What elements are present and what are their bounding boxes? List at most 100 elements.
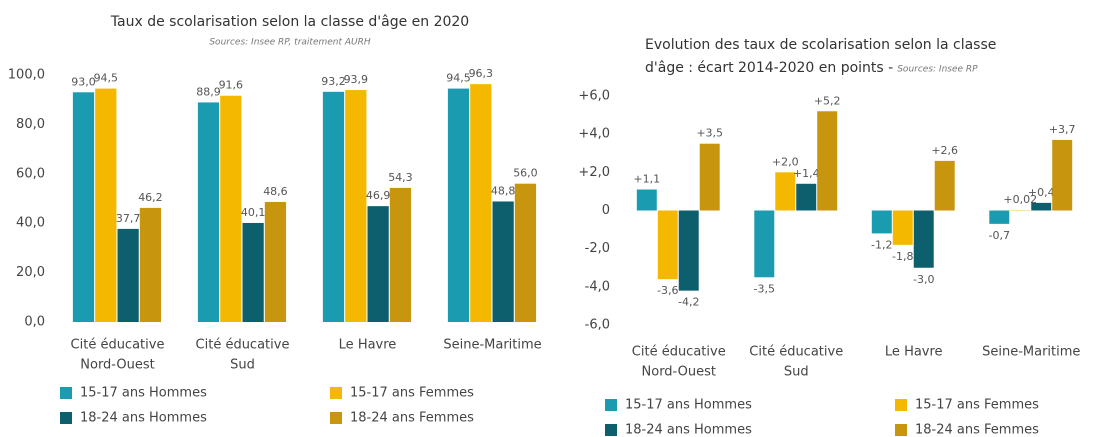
bar <box>470 84 492 322</box>
y-tick-label: 0,0 <box>24 315 45 330</box>
data-label: 37,7 <box>116 212 141 225</box>
legend-label: 18-24 ans Femmes <box>915 423 1039 437</box>
data-label: +0,4 <box>1028 186 1055 199</box>
data-label: 46,9 <box>366 189 391 202</box>
data-label: +1,4 <box>793 167 820 180</box>
legend-swatch <box>605 399 617 411</box>
bar <box>72 92 95 322</box>
legend-swatch <box>330 412 342 424</box>
legend-label: 15-17 ans Femmes <box>350 386 474 401</box>
bar <box>367 206 389 322</box>
bar <box>913 210 934 268</box>
legend-label: 18-24 ans Hommes <box>625 423 752 437</box>
data-label: +0,02 <box>1003 193 1037 206</box>
y-tick-label: 40,0 <box>16 216 45 231</box>
data-label: +3,5 <box>696 127 723 140</box>
data-label: -1,8 <box>892 250 913 263</box>
x-tick-label: Seine-Maritime <box>982 345 1080 360</box>
legend-label: 15-17 ans Femmes <box>915 398 1039 413</box>
x-tick-label: Le Havre <box>885 345 943 360</box>
chart-title: Taux de scolarisation selon la classe d'… <box>110 14 469 30</box>
data-label: +5,2 <box>814 94 841 107</box>
legend-swatch <box>895 424 907 436</box>
legend-swatch <box>605 424 617 436</box>
bar <box>389 187 412 322</box>
data-label: 93,0 <box>71 75 96 88</box>
bar <box>775 172 796 211</box>
legend-swatch <box>895 399 907 411</box>
y-tick-label: +6,0 <box>578 89 610 104</box>
legend-swatch <box>60 412 72 424</box>
y-tick-label: 80,0 <box>16 117 45 132</box>
y-tick-label: 20,0 <box>16 265 45 280</box>
bar <box>492 201 514 322</box>
legend-label: 15-17 ans Hommes <box>625 398 752 413</box>
data-label: -3,6 <box>657 284 678 297</box>
data-label: 56,0 <box>513 167 538 180</box>
x-tick-label: Nord-Ouest <box>642 365 716 380</box>
y-tick-label: -2,0 <box>585 241 610 256</box>
data-label: 54,3 <box>388 171 413 184</box>
data-label: 46,2 <box>138 191 163 204</box>
bar <box>871 210 892 234</box>
y-tick-label: +4,0 <box>578 127 610 142</box>
data-label: -4,2 <box>678 296 699 309</box>
bar <box>1031 202 1052 211</box>
y-tick-label: 0 <box>602 203 610 218</box>
bar <box>95 88 117 323</box>
bar <box>514 183 537 322</box>
chart-title: Evolution des taux de scolarisation selo… <box>645 37 996 53</box>
data-label: +2,0 <box>772 155 799 168</box>
chart-title: d'âge : écart 2014-2020 en points - <box>645 60 893 76</box>
data-label: -3,5 <box>754 282 775 295</box>
data-label: 91,6 <box>219 79 244 92</box>
bar <box>447 88 470 323</box>
legend-label: 18-24 ans Femmes <box>350 411 474 426</box>
y-tick-label: 100,0 <box>8 68 45 83</box>
x-tick-label: Cité éducative <box>71 338 165 353</box>
y-tick-label: -6,0 <box>585 318 610 333</box>
data-label: +3,7 <box>1049 123 1076 136</box>
data-label: +2,6 <box>931 144 958 157</box>
bar <box>657 210 678 280</box>
bar <box>989 210 1010 224</box>
data-label: 40,1 <box>241 206 266 219</box>
x-tick-label: Sud <box>784 365 809 380</box>
bar <box>139 207 162 322</box>
bar <box>1052 139 1073 211</box>
bar <box>322 91 345 323</box>
legend-swatch <box>60 387 72 399</box>
bar <box>197 102 220 323</box>
bar <box>817 111 838 211</box>
y-tick-label: 60,0 <box>16 166 45 181</box>
x-tick-label: Cité éducative <box>632 345 726 360</box>
y-tick-label: +2,0 <box>578 165 610 180</box>
bar <box>699 143 720 211</box>
data-label: -0,7 <box>989 229 1010 242</box>
x-tick-label: Nord-Ouest <box>80 358 154 373</box>
data-label: -1,2 <box>871 238 892 251</box>
data-label: 48,6 <box>263 185 288 198</box>
bar <box>345 90 367 322</box>
bar <box>796 183 817 211</box>
data-label: 93,9 <box>344 73 369 86</box>
bar <box>934 160 955 211</box>
bar <box>892 210 913 245</box>
x-tick-label: Cité éducative <box>196 338 290 353</box>
x-tick-label: Le Havre <box>339 338 397 353</box>
chart-subtitle: Sources: Insee RP <box>897 65 978 75</box>
data-label: +1,1 <box>633 173 660 186</box>
chart-subtitle: Sources: Insee RP, traitement AURH <box>209 38 371 48</box>
bar <box>264 201 287 322</box>
data-label: -3,0 <box>913 273 934 286</box>
data-label: 88,9 <box>196 85 221 98</box>
data-label: 93,2 <box>321 75 346 88</box>
bar <box>754 210 775 278</box>
x-tick-label: Sud <box>230 358 255 373</box>
x-tick-label: Cité éducative <box>749 345 843 360</box>
x-tick-label: Seine-Maritime <box>443 338 541 353</box>
data-label: 94,5 <box>446 72 471 85</box>
data-label: 94,5 <box>94 72 119 85</box>
data-label: 48,8 <box>491 184 516 197</box>
